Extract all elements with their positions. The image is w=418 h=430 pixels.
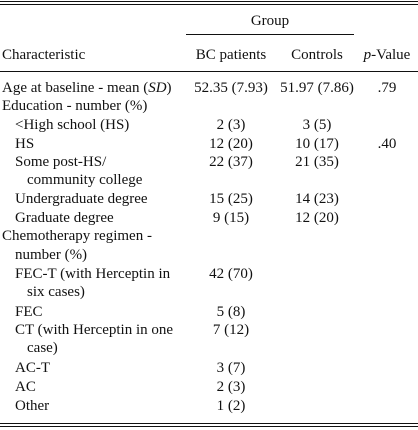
ct-bc: 7 (12)	[212, 322, 250, 338]
education-label: Education - number (%)	[2, 98, 148, 114]
ac-label: AC	[15, 379, 36, 395]
hs-bc: 12 (20)	[209, 136, 253, 152]
group-header: Group	[250, 13, 290, 29]
fec-bc: 5 (8)	[216, 304, 246, 320]
controls-header: Controls	[291, 47, 343, 63]
graduate-ctrl: 12 (20)	[295, 210, 339, 226]
hs-ctrl: 10 (17)	[295, 136, 339, 152]
group-underline	[186, 34, 354, 35]
p-value-header: p-Value	[363, 47, 411, 63]
top-rule-2	[0, 4, 418, 5]
lt-hs-label: <High school (HS)	[15, 117, 130, 133]
other-bc: 1 (2)	[216, 398, 246, 414]
lt-hs-ctrl: 3 (5)	[302, 117, 332, 133]
hs-label: HS	[15, 136, 35, 152]
bottom-rule	[0, 423, 418, 424]
ct-label-2: case)	[27, 340, 58, 356]
age-label: Age at baseline - mean (SD)	[2, 80, 172, 96]
ac-t-bc: 3 (7)	[216, 360, 246, 376]
top-rule	[0, 1, 418, 2]
age-bc: 52.35 (7.93)	[194, 80, 268, 96]
hs-p: .40	[377, 136, 397, 152]
some-post-hs-label-1: Some post-HS/	[15, 154, 107, 170]
some-post-hs-label-2: community college	[27, 172, 143, 188]
some-post-hs-ctrl: 21 (35)	[295, 154, 339, 170]
header-rule	[0, 71, 418, 72]
undergrad-label: Undergraduate degree	[15, 191, 148, 207]
age-p: .79	[377, 80, 397, 96]
age-ctrl: 51.97 (7.86)	[280, 80, 354, 96]
graduate-bc: 9 (15)	[212, 210, 250, 226]
ct-label-1: CT (with Herceptin in one	[15, 322, 174, 338]
bottom-rule-2	[0, 426, 418, 427]
some-post-hs-bc: 22 (37)	[209, 154, 253, 170]
fec-label: FEC	[15, 304, 43, 320]
fec-t-label-1: FEC-T (with Herceptin in	[15, 266, 171, 282]
undergrad-ctrl: 14 (23)	[295, 191, 339, 207]
chemo-label-1: Chemotherapy regimen -	[2, 228, 152, 244]
bc-patients-header: BC patients	[195, 47, 267, 63]
fec-t-label-2: six cases)	[27, 284, 85, 300]
ac-t-label: AC-T	[15, 360, 50, 376]
ac-bc: 2 (3)	[216, 379, 246, 395]
other-label: Other	[15, 398, 50, 414]
fec-t-bc: 42 (70)	[209, 266, 253, 282]
chemo-label-2: number (%)	[15, 247, 88, 263]
lt-hs-bc: 2 (3)	[216, 117, 246, 133]
undergrad-bc: 15 (25)	[209, 191, 253, 207]
graduate-label: Graduate degree	[15, 210, 114, 226]
characteristic-header: Characteristic	[2, 47, 86, 63]
